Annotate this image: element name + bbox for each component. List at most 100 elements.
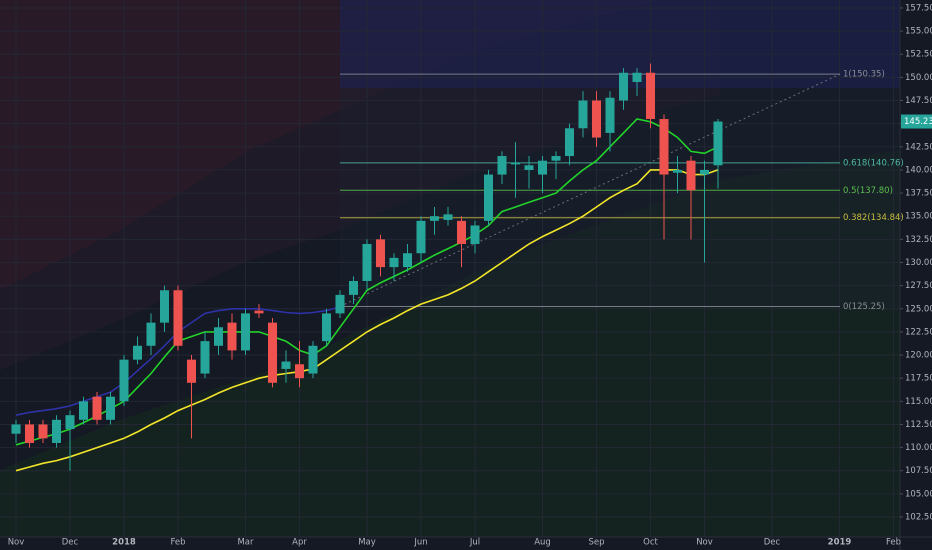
candle-body [605, 97, 615, 133]
candle-body [241, 313, 250, 351]
candle-body [160, 290, 169, 323]
candle-body [200, 341, 210, 374]
candle-body [214, 327, 223, 346]
x-tick-label: Sep [588, 538, 604, 548]
y-tick-label: 147.50 [905, 96, 932, 106]
y-tick-label: 130.00 [905, 258, 932, 268]
candle-body [187, 359, 196, 383]
x-tick-label: May [358, 538, 376, 548]
background-bands [0, 0, 900, 537]
grid [0, 0, 900, 537]
x-tick-label: Dec [764, 538, 781, 548]
y-tick-label: 127.50 [905, 281, 932, 291]
candle-body [295, 364, 304, 379]
candle-body [416, 220, 426, 254]
y-tick-label: 150.00 [905, 73, 932, 83]
candle-body [632, 72, 642, 83]
candle-body [38, 424, 48, 439]
x-tick-label: Dec [62, 538, 79, 548]
y-tick-label: 122.50 [905, 327, 932, 337]
candle-body [443, 214, 453, 220]
y-tick-label: 102.50 [905, 513, 932, 523]
x-tick-label: Apr [292, 538, 307, 548]
x-tick-label: Nov [696, 538, 713, 548]
candle-body [470, 225, 480, 244]
candle-body [565, 128, 574, 157]
y-tick-label: 115.00 [905, 397, 932, 407]
candle-body [335, 294, 345, 314]
candle-body [173, 290, 183, 346]
candle-body [646, 72, 655, 120]
candle-body [619, 72, 628, 101]
x-tick-label: 2019 [828, 538, 852, 548]
candle-body [524, 165, 534, 170]
moving-average-line [15, 118, 719, 446]
x-tick-label: Feb [170, 538, 185, 548]
red-band [0, 0, 660, 290]
candle-body [52, 419, 61, 443]
fib-label: 0.5(137.80) [843, 186, 893, 196]
x-tick-label: 2018 [112, 538, 136, 548]
x-tick-label: Jun [413, 538, 427, 548]
fib-label: 0.382(134.84) [843, 213, 904, 223]
y-tick-label: 135.00 [905, 212, 932, 222]
candle-body [538, 160, 547, 175]
fib-zone [340, 88, 900, 307]
y-tick-label: 112.50 [905, 420, 932, 430]
candle-body [308, 345, 318, 374]
candle-body [349, 280, 358, 295]
candle-body [79, 401, 88, 420]
y-tick-label: 110.00 [905, 443, 932, 453]
y-tick-label: 155.00 [905, 27, 932, 37]
candle-body [146, 322, 156, 346]
candle-body [92, 396, 102, 420]
candle-body [227, 322, 237, 351]
candle-body [686, 160, 696, 191]
candle-body [322, 313, 331, 342]
candle-body [106, 396, 115, 420]
y-tick-label: 140.00 [905, 165, 932, 175]
y-tick-label: 132.50 [905, 235, 932, 245]
candle-body [403, 253, 412, 268]
candle-body [700, 169, 709, 175]
candle-body [430, 216, 439, 221]
y-tick-label: 142.50 [905, 142, 932, 152]
fib-label: 0(125.25) [843, 302, 885, 312]
candle-body [592, 100, 601, 138]
red-band-inner [0, 0, 720, 370]
candle-body [11, 424, 21, 434]
last-price-tag [901, 114, 932, 129]
candle-body [25, 424, 34, 443]
candle-body [511, 162, 520, 165]
x-tick-label: Mar [237, 538, 254, 548]
y-tick-label: 137.50 [905, 189, 932, 199]
x-tick-label: Nov [8, 538, 25, 548]
candle-body [673, 169, 682, 173]
last-price-label: 145.23 [904, 117, 932, 127]
y-tick-label: 125.00 [905, 304, 932, 314]
y-tick-label: 120.00 [905, 351, 932, 361]
candle-body [457, 220, 466, 244]
candle-body [578, 100, 588, 129]
fib-label: 1(150.35) [843, 70, 885, 80]
y-tick-label: 157.50 [905, 3, 932, 13]
green-band [0, 150, 900, 537]
y-tick-label: 117.50 [905, 374, 932, 384]
candle-body [254, 310, 264, 314]
fib-label: 0.618(140.76) [843, 158, 904, 168]
candle-body [362, 243, 372, 281]
candle-body [376, 239, 385, 268]
candle-body [389, 257, 399, 268]
candle-body [551, 156, 561, 161]
x-tick-label: Feb [886, 538, 901, 548]
candle-body [713, 121, 723, 166]
candle-body [281, 361, 291, 369]
x-tick-label: Aug [534, 538, 551, 548]
y-tick-label: 152.50 [905, 50, 932, 60]
candle-body [484, 174, 493, 221]
candle-body [497, 156, 507, 175]
candle-body [659, 119, 669, 175]
candle-body [133, 345, 142, 360]
candle-body [65, 415, 75, 430]
